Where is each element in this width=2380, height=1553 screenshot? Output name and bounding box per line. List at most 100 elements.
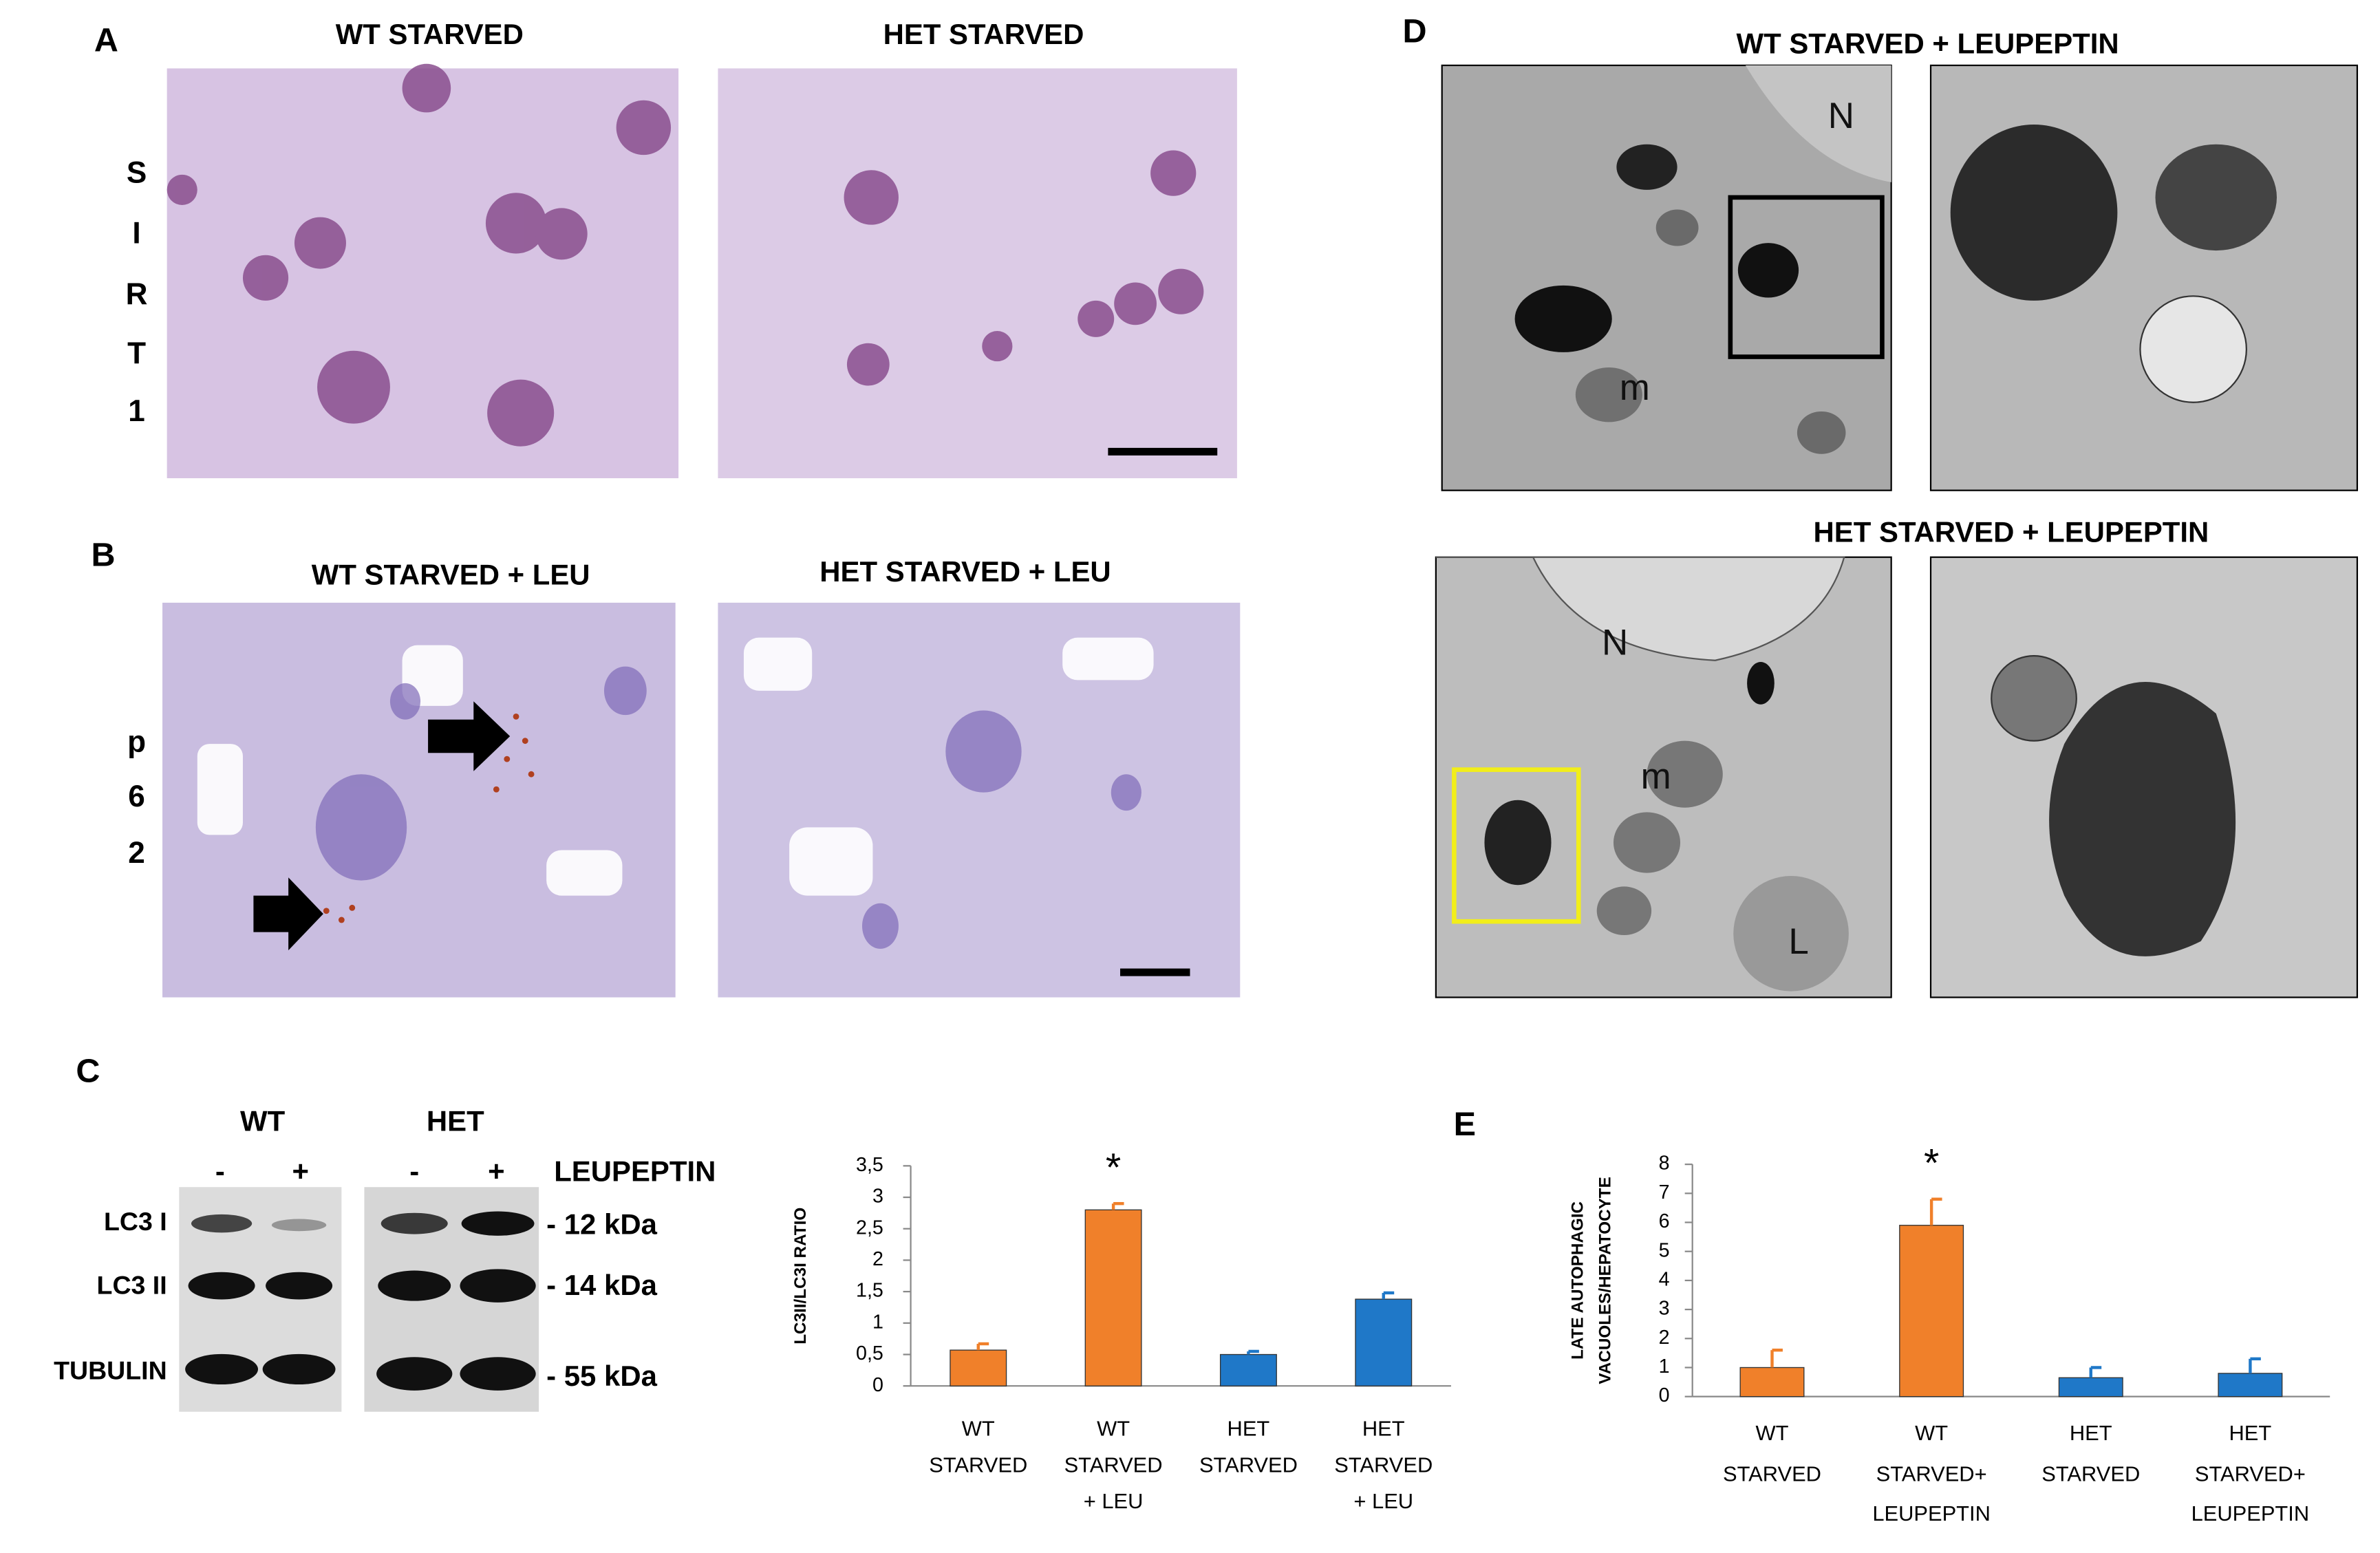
- group-label: HET: [427, 1105, 484, 1137]
- bar: [2058, 1377, 2123, 1397]
- size-label: - 14 kDa: [546, 1269, 657, 1301]
- x-tick-label: + LEU: [1353, 1489, 1413, 1513]
- panel-label: B: [91, 537, 115, 574]
- y-tick-label: 5: [1659, 1239, 1670, 1261]
- x-tick-label: HET: [2070, 1421, 2112, 1445]
- x-tick-label: WT: [1915, 1421, 1948, 1445]
- panel-label: A: [94, 22, 118, 59]
- side-label: p: [127, 725, 146, 759]
- inset-box: [1728, 195, 1885, 359]
- inset-box: [1452, 767, 1581, 924]
- lane-label: +: [292, 1155, 309, 1187]
- y-tick-label: 0,5: [856, 1342, 883, 1364]
- y-axis-label: LC3II/LC3I RATIO: [791, 1208, 810, 1345]
- y-tick-label: 6: [1659, 1210, 1670, 1232]
- y-tick-label: 4: [1659, 1268, 1670, 1290]
- bar: [1899, 1225, 1964, 1397]
- side-label: 1: [128, 394, 145, 428]
- image-title: HET STARVED: [883, 18, 1084, 50]
- structure-label: m: [1620, 367, 1650, 408]
- panel-label: C: [76, 1053, 100, 1090]
- scale-bar: [1120, 968, 1190, 976]
- y-tick-label: 1: [872, 1311, 883, 1333]
- group-label: WT: [240, 1105, 286, 1137]
- side-label: R: [126, 277, 148, 311]
- treatment-label: LEUPEPTIN: [554, 1155, 716, 1187]
- row-label: TUBULIN: [54, 1356, 167, 1384]
- scale-bar: [1108, 447, 1218, 456]
- annotation: *: [1106, 1146, 1121, 1190]
- x-tick-label: STARVED: [929, 1453, 1027, 1477]
- bar: [1739, 1367, 1805, 1397]
- bands: [185, 1211, 536, 1391]
- image-title: HET STARVED + LEUPEPTIN: [1814, 516, 2209, 548]
- image-title: WT STARVED + LEU: [312, 558, 590, 590]
- y-tick-label: 2,5: [856, 1217, 883, 1239]
- structure-label: m: [1641, 756, 1671, 797]
- lane-label: -: [409, 1155, 419, 1187]
- bar: [1219, 1353, 1277, 1386]
- y-tick-label: 3: [872, 1186, 883, 1208]
- bar: [1084, 1209, 1142, 1386]
- y-tick-label: 3: [1659, 1298, 1670, 1320]
- x-tick-label: HET: [1362, 1416, 1405, 1440]
- side-label: 2: [128, 836, 145, 870]
- y-tick-label: 8: [1659, 1153, 1670, 1175]
- y-tick-label: 2: [1659, 1327, 1670, 1349]
- panel-label: E: [1454, 1106, 1476, 1143]
- row-label: LC3 II: [97, 1271, 167, 1300]
- lane-label: -: [215, 1155, 225, 1187]
- structure-label: N: [1602, 623, 1628, 663]
- x-tick-label: STARVED: [2041, 1462, 2140, 1486]
- em-structures: [1435, 65, 2277, 992]
- y-tick-label: 1: [1659, 1356, 1670, 1378]
- image-title: HET STARVED + LEU: [819, 555, 1111, 588]
- x-tick-label: WT: [962, 1416, 995, 1440]
- y-tick-label: 0: [1659, 1384, 1670, 1406]
- side-label: 6: [128, 780, 145, 813]
- side-label: T: [127, 336, 146, 370]
- y-tick-label: 0: [872, 1374, 883, 1396]
- nuclei: [167, 63, 1204, 447]
- arrow: [428, 701, 511, 771]
- structure-label: N: [1828, 96, 1854, 136]
- y-tick-label: 1,5: [856, 1280, 883, 1302]
- y-tick-label: 7: [1659, 1181, 1670, 1203]
- x-tick-label: + LEU: [1084, 1489, 1144, 1513]
- vacuoles: [197, 637, 1154, 896]
- x-tick-label: STARVED: [1199, 1453, 1298, 1477]
- size-label: - 55 kDa: [546, 1360, 657, 1392]
- x-tick-label: WT: [1755, 1421, 1788, 1445]
- x-tick-label: STARVED+: [2195, 1462, 2306, 1486]
- histology-image: [718, 68, 1237, 479]
- y-tick-label: 3,5: [856, 1154, 883, 1176]
- row-label: LC3 I: [104, 1207, 167, 1236]
- x-tick-label: STARVED: [1334, 1453, 1433, 1477]
- side-label: I: [132, 217, 140, 250]
- x-tick-label: STARVED: [1064, 1453, 1163, 1477]
- panel-label: D: [1402, 12, 1426, 50]
- x-tick-label: HET: [1227, 1416, 1270, 1440]
- image-title: WT STARVED: [336, 18, 524, 50]
- x-tick-label: HET: [2229, 1421, 2272, 1445]
- bar: [1355, 1298, 1413, 1386]
- bar: [2218, 1373, 2283, 1397]
- bar: [950, 1349, 1007, 1386]
- annotation: *: [1924, 1141, 1939, 1185]
- nuclei: [315, 666, 1141, 949]
- y-axis-label: VACUOLES/HEPATOCYTE: [1596, 1177, 1614, 1384]
- x-tick-label: LEUPEPTIN: [1872, 1501, 1991, 1525]
- lane-label: +: [488, 1155, 504, 1187]
- y-tick-label: 2: [872, 1248, 883, 1270]
- x-tick-label: STARVED: [1723, 1462, 1821, 1486]
- y-axis-label: LATE AUTOPHAGIC: [1569, 1201, 1587, 1360]
- image-title: WT STARVED + LEUPEPTIN: [1737, 27, 2119, 59]
- structure-label: L: [1788, 921, 1808, 962]
- size-label: - 12 kDa: [546, 1208, 657, 1241]
- p62-dots: [323, 713, 535, 923]
- x-tick-label: STARVED+: [1876, 1462, 1987, 1486]
- x-tick-label: WT: [1097, 1416, 1130, 1440]
- x-tick-label: LEUPEPTIN: [2191, 1501, 2310, 1525]
